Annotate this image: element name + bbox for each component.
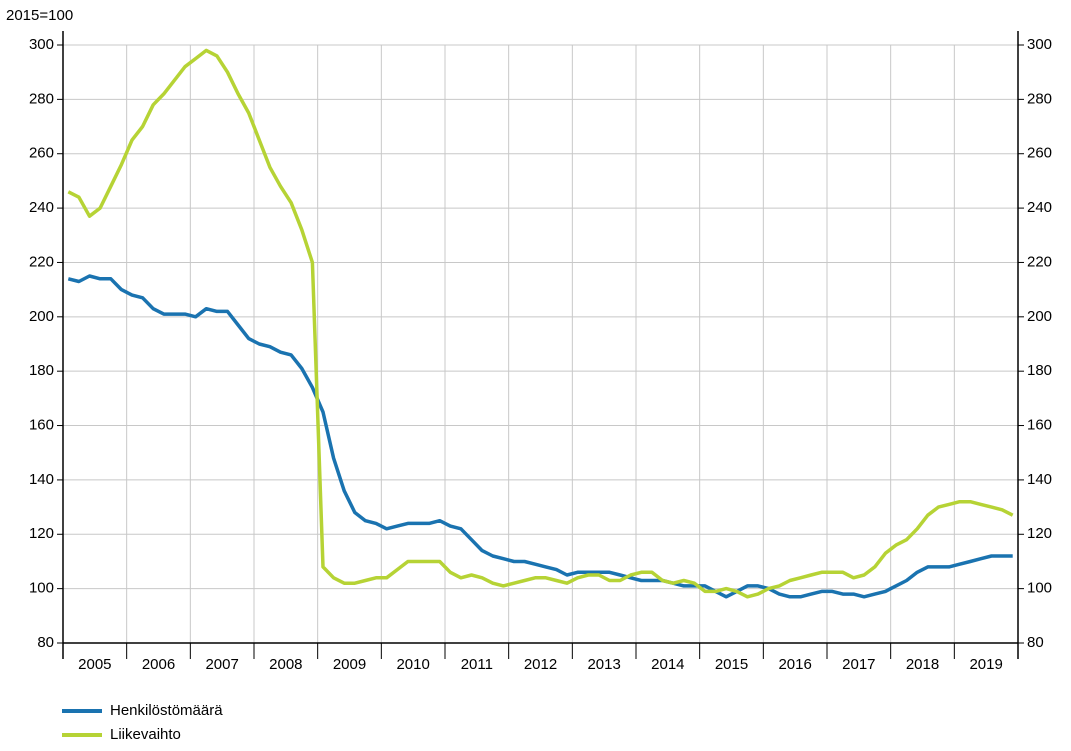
x-tick-label: 2008 (269, 656, 302, 673)
y2-tick-label: 200 (1027, 308, 1052, 325)
y2-tick-label: 120 (1027, 525, 1052, 542)
y2-tick-label: 160 (1027, 417, 1052, 434)
y-tick-label: 120 (29, 525, 54, 542)
y-tick-label: 140 (29, 471, 54, 488)
y2-tick-label: 80 (1027, 634, 1044, 651)
y-tick-label: 200 (29, 308, 54, 325)
y-tick-label: 260 (29, 145, 54, 162)
legend-label: Henkilöstömäärä (110, 702, 223, 719)
y-tick-label: 300 (29, 36, 54, 53)
y-tick-label: 100 (29, 580, 54, 597)
x-tick-label: 2014 (651, 656, 684, 673)
y2-tick-label: 180 (1027, 362, 1052, 379)
y2-tick-label: 240 (1027, 199, 1052, 216)
series-line (67, 274, 1013, 599)
x-tick-label: 2009 (333, 656, 366, 673)
y2-tick-label: 260 (1027, 145, 1052, 162)
x-tick-label: 2018 (906, 656, 939, 673)
x-tick-label: 2016 (778, 656, 811, 673)
x-tick-label: 2007 (205, 656, 238, 673)
y-tick-label: 220 (29, 253, 54, 270)
y-tick-label: 160 (29, 417, 54, 434)
legend-label: Liikevaihto (110, 726, 181, 743)
y2-tick-label: 300 (1027, 36, 1052, 53)
y-axis-label: 2015=100 (6, 7, 73, 24)
y-tick-label: 180 (29, 362, 54, 379)
y2-tick-label: 140 (1027, 471, 1052, 488)
x-tick-label: 2019 (969, 656, 1002, 673)
x-tick-label: 2013 (587, 656, 620, 673)
x-tick-label: 2010 (396, 656, 429, 673)
x-tick-label: 2015 (715, 656, 748, 673)
x-tick-label: 2017 (842, 656, 875, 673)
y-tick-label: 240 (29, 199, 54, 216)
y-tick-label: 280 (29, 90, 54, 107)
series-line (67, 48, 1014, 599)
y2-tick-label: 100 (1027, 580, 1052, 597)
y2-tick-label: 280 (1027, 90, 1052, 107)
x-tick-label: 2006 (142, 656, 175, 673)
x-tick-label: 2005 (78, 656, 111, 673)
x-tick-label: 2012 (524, 656, 557, 673)
x-tick-label: 2011 (461, 656, 493, 673)
y2-tick-label: 220 (1027, 253, 1052, 270)
y-tick-label: 80 (37, 634, 54, 651)
